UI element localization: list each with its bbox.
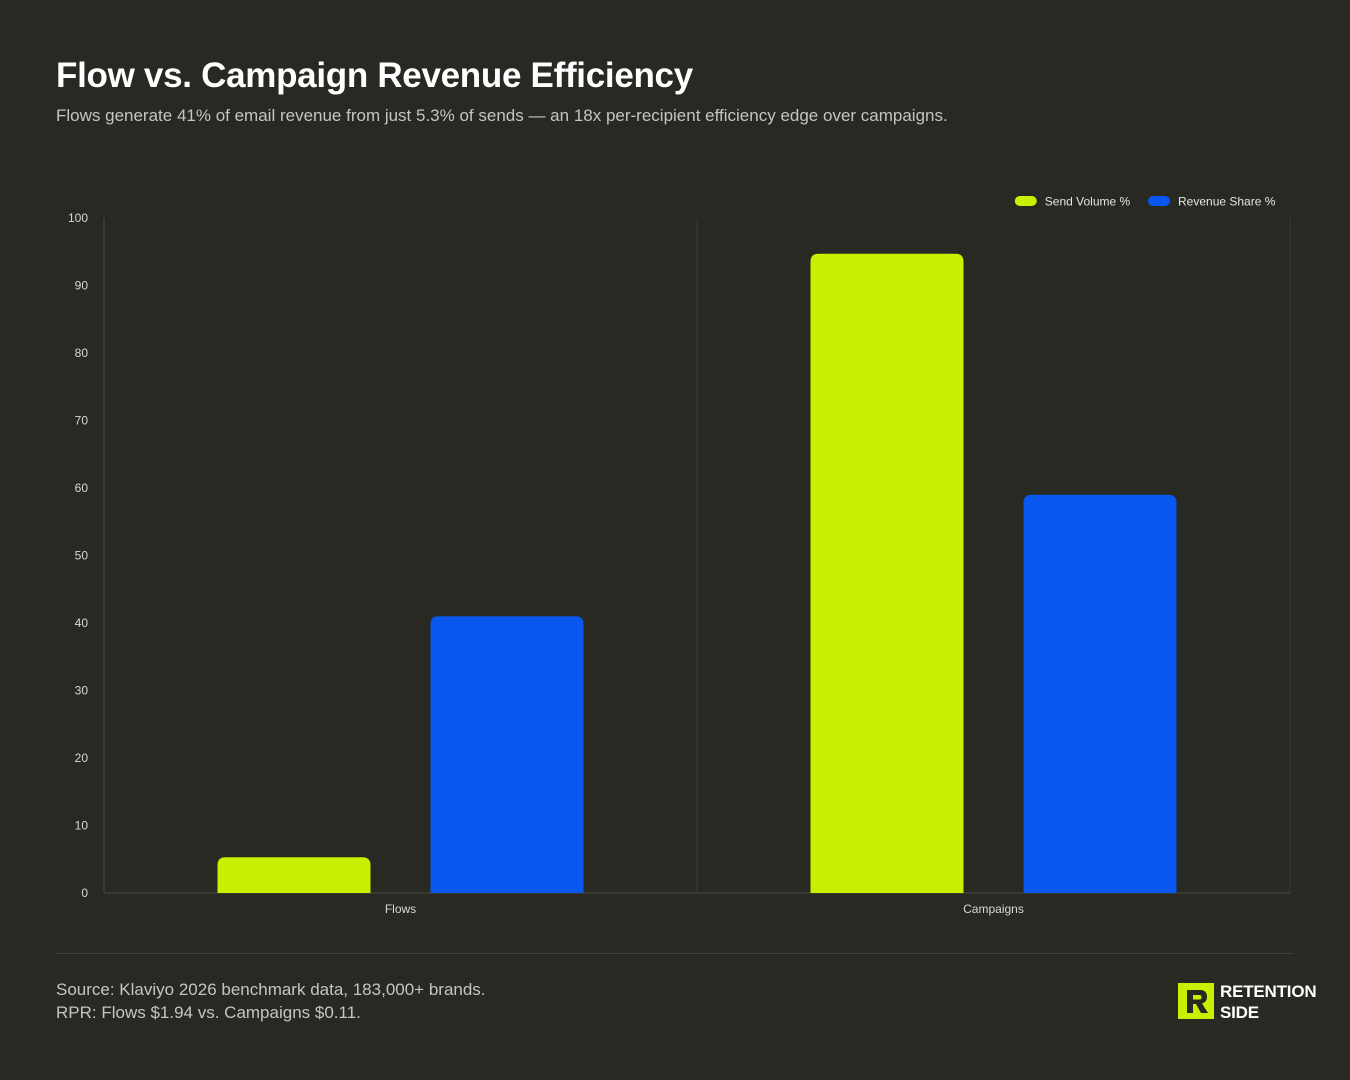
chart-subtitle: Flows generate 41% of email revenue from… [56, 106, 948, 125]
rpr-note: RPR: Flows $1.94 vs. Campaigns $0.11. [56, 1003, 361, 1022]
source-note: Source: Klaviyo 2026 benchmark data, 183… [56, 980, 486, 999]
x-tick-label: Flows [385, 902, 416, 916]
legend-label-send-volume: Send Volume % [1045, 195, 1131, 209]
legend-swatch-send-volume [1014, 196, 1037, 206]
legend-label-revenue-share: Revenue Share % [1178, 195, 1276, 209]
y-tick-label: 90 [75, 279, 89, 293]
bar-chart: 0 10 20 30 40 50 60 70 80 90 100 Flows Campaigns Send… [68, 195, 1291, 916]
y-tick-label: 40 [75, 616, 89, 630]
bar-campaigns-revenue-share [1023, 494, 1177, 893]
logo-text-line1: RETENTION [1220, 982, 1317, 1001]
footer-divider [56, 953, 1294, 954]
y-tick-label: 10 [75, 819, 89, 833]
legend-swatch-revenue-share [1148, 196, 1170, 206]
y-tick-label: 30 [75, 684, 89, 698]
y-tick-label: 20 [75, 751, 89, 765]
chart-title: Flow vs. Campaign Revenue Efficiency [56, 56, 693, 95]
y-tick-label: 60 [75, 481, 89, 495]
bar-flows-send-volume [217, 857, 371, 893]
logo-text-line2: SIDE [1220, 1003, 1259, 1022]
footer-source: Source: Klaviyo 2026 benchmark data, 183… [56, 978, 486, 1024]
retention-side-logo: RETENTION SIDE [1178, 981, 1317, 1022]
y-tick-label: 70 [75, 414, 89, 428]
y-tick-label: 80 [75, 346, 89, 360]
y-tick-label: 100 [68, 211, 88, 225]
retention-side-logo-icon [1178, 983, 1214, 1019]
bar-campaigns-send-volume [810, 253, 964, 893]
x-tick-label: Campaigns [963, 902, 1024, 916]
bar-flows-revenue-share [430, 616, 584, 893]
y-tick-label: 0 [81, 886, 88, 900]
y-tick-label: 50 [75, 549, 89, 563]
